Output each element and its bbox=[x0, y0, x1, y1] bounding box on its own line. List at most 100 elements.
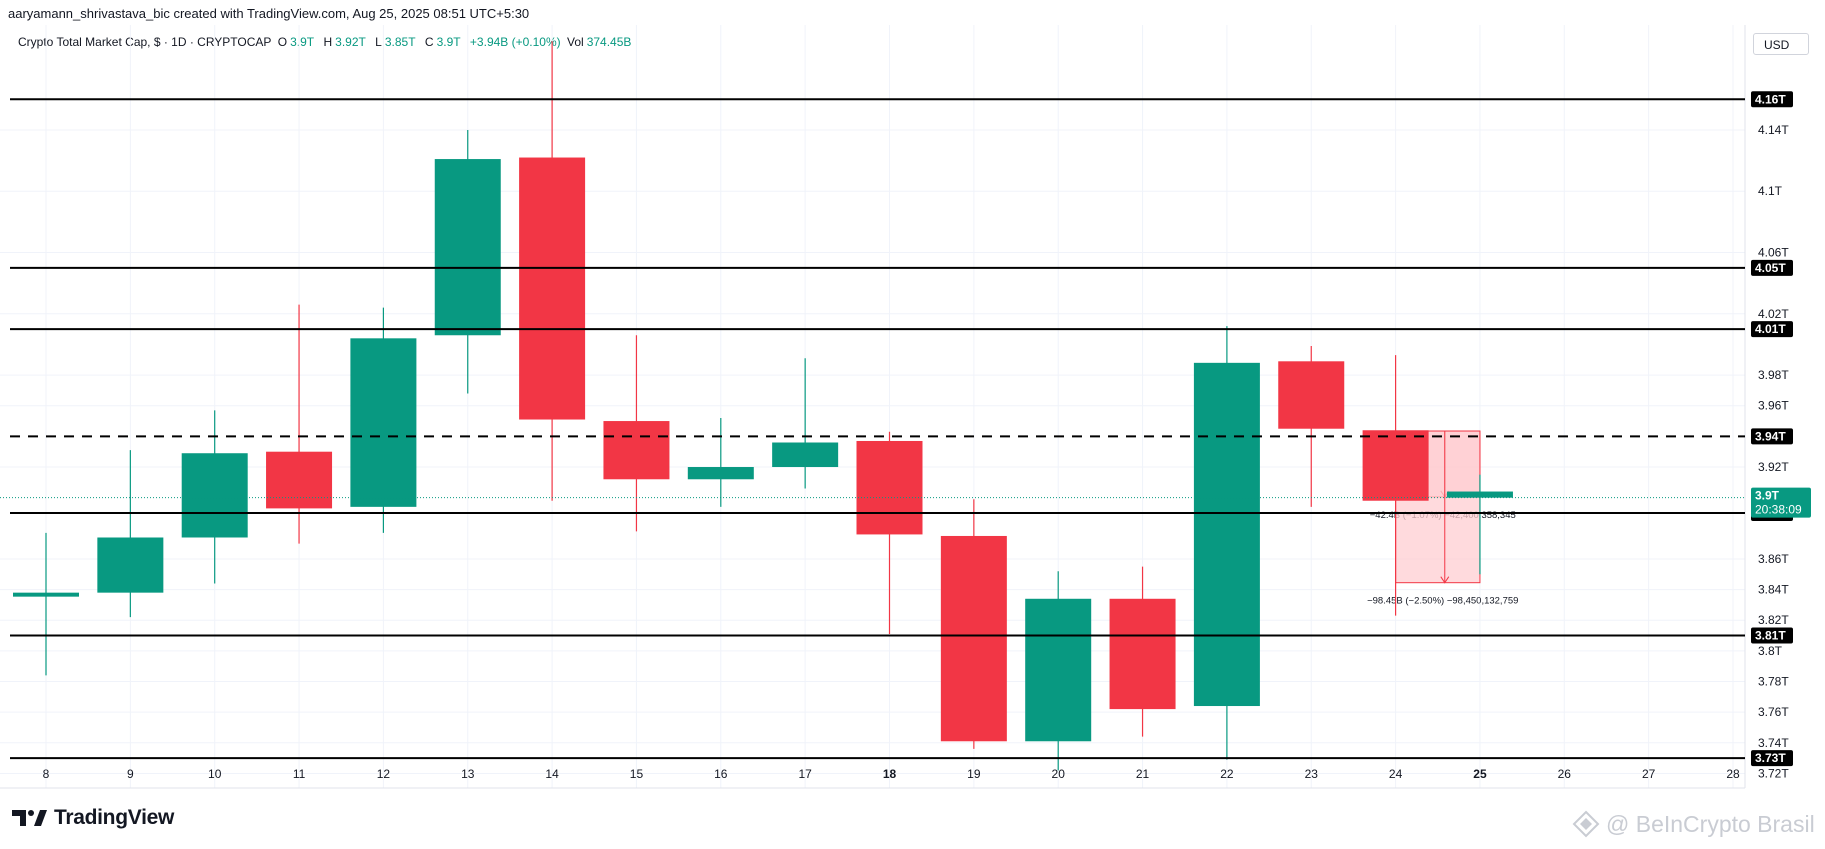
level-price-label: 4.01T bbox=[1755, 322, 1786, 336]
candle-body bbox=[1446, 491, 1513, 498]
measurement-arrow-head bbox=[1440, 576, 1450, 584]
y-tick-label: 3.96T bbox=[1758, 399, 1789, 413]
level-price-tag bbox=[1751, 428, 1793, 445]
candle[interactable] bbox=[350, 307, 417, 533]
level-price-label: 3.81T bbox=[1755, 629, 1786, 643]
candle-body bbox=[1025, 598, 1092, 742]
tradingview-wordmark: TradingView bbox=[54, 806, 175, 829]
x-tick-label: 24 bbox=[1389, 767, 1403, 781]
y-tick-label: 4.1T bbox=[1758, 184, 1783, 198]
candle-body bbox=[940, 535, 1007, 742]
level-price-tag bbox=[1751, 91, 1793, 108]
measurement-label: −98.45B (−2.50%) −98,450,132,759 bbox=[1367, 596, 1518, 607]
x-tick-label: 9 bbox=[127, 767, 134, 781]
candle[interactable] bbox=[1193, 326, 1260, 760]
x-tick-label: 12 bbox=[377, 767, 391, 781]
level-price-tag bbox=[1751, 750, 1793, 767]
candle-body bbox=[603, 421, 670, 480]
x-tick-label: 13 bbox=[461, 767, 475, 781]
close-label: C bbox=[424, 35, 434, 49]
y-tick-label: 3.86T bbox=[1758, 552, 1789, 566]
candle[interactable] bbox=[687, 417, 754, 507]
beincrypto-logo-icon bbox=[1572, 810, 1600, 838]
candle[interactable] bbox=[1362, 355, 1429, 616]
x-tick-label: 8 bbox=[43, 767, 50, 781]
y-tick-label: 3.8T bbox=[1758, 644, 1783, 658]
x-tick-label: 18 bbox=[883, 767, 897, 781]
candle[interactable] bbox=[1025, 571, 1092, 771]
price-axis[interactable]: 4.14T 4.1T 4.06T 4.02T 3.98T 3.96T 3.92T 3.86T 3… bbox=[1758, 123, 1789, 780]
candle-body bbox=[13, 592, 79, 597]
y-tick-label: 4.02T bbox=[1758, 307, 1789, 321]
x-tick-label: 20 bbox=[1052, 767, 1066, 781]
level-price-tag bbox=[1751, 259, 1793, 276]
y-tick-label: 4.14T bbox=[1758, 123, 1789, 137]
candles bbox=[13, 41, 1513, 771]
candle[interactable] bbox=[97, 450, 164, 618]
candle[interactable] bbox=[181, 410, 248, 584]
symbol-legend: Crypto Total Market Cap, $ · 1D · CRYPTO… bbox=[18, 35, 637, 49]
y-tick-label: 3.82T bbox=[1758, 613, 1789, 627]
open-value: 3.9T bbox=[290, 35, 315, 49]
x-tick-label: 14 bbox=[545, 767, 559, 781]
candle-body bbox=[519, 157, 586, 420]
x-tick-label: 11 bbox=[293, 767, 306, 781]
time-axis[interactable]: 8 9 10 11 12 13 14 15 16 17 18 19 20 21 22 23 24 25 26 27 28 bbox=[43, 767, 1740, 781]
candle[interactable] bbox=[1446, 474, 1513, 575]
candle[interactable] bbox=[519, 41, 586, 501]
y-tick-label: 3.72T bbox=[1758, 766, 1789, 780]
candle-body bbox=[1362, 430, 1429, 501]
candle-body bbox=[772, 442, 839, 468]
symbol-name[interactable]: Crypto Total Market Cap, $ · 1D · CRYPTO… bbox=[18, 35, 272, 49]
x-tick-label: 26 bbox=[1558, 767, 1572, 781]
candle-body bbox=[687, 467, 754, 480]
currency-button[interactable]: USD bbox=[1753, 33, 1809, 55]
candle[interactable] bbox=[603, 335, 670, 532]
y-tick-label: 3.78T bbox=[1758, 675, 1789, 689]
candle[interactable] bbox=[434, 129, 501, 394]
level-price-tag bbox=[1751, 321, 1793, 338]
candle[interactable] bbox=[1278, 345, 1345, 507]
y-tick-label: 3.98T bbox=[1758, 368, 1789, 382]
watermark-text: @ BeInCrypto Brasil bbox=[1606, 810, 1815, 837]
y-tick-label: 3.92T bbox=[1758, 460, 1789, 474]
x-tick-label: 15 bbox=[630, 767, 644, 781]
candle-body bbox=[856, 440, 923, 535]
x-tick-label: 28 bbox=[1726, 767, 1740, 781]
x-tick-label: 21 bbox=[1136, 767, 1150, 781]
y-tick-label: 3.76T bbox=[1758, 705, 1789, 719]
beincrypto-watermark: @ BeInCrypto Brasil bbox=[1572, 810, 1815, 838]
x-tick-label: 27 bbox=[1642, 767, 1656, 781]
tradingview-brand[interactable]: TradingView bbox=[12, 806, 174, 830]
last-price-label: 3.9T bbox=[1755, 489, 1780, 503]
candle[interactable] bbox=[940, 499, 1007, 749]
candle-body bbox=[181, 453, 248, 538]
x-tick-label: 19 bbox=[967, 767, 981, 781]
candle[interactable] bbox=[266, 304, 333, 544]
tradingview-logo-icon bbox=[12, 810, 47, 826]
level-price-label: 4.16T bbox=[1755, 92, 1786, 106]
candle-body bbox=[266, 451, 333, 509]
last-price-tag bbox=[1751, 487, 1811, 518]
y-tick-label: 4.06T bbox=[1758, 246, 1789, 260]
level-price-label: 3.94T bbox=[1755, 429, 1786, 443]
candle-body bbox=[97, 537, 164, 593]
x-tick-label: 10 bbox=[208, 767, 222, 781]
candle[interactable] bbox=[856, 431, 923, 635]
bar-countdown: 20:38:09 bbox=[1755, 503, 1802, 517]
candle-body bbox=[1278, 361, 1345, 429]
level-price-tag bbox=[1751, 627, 1793, 644]
x-tick-label: 25 bbox=[1473, 767, 1487, 781]
low-value: 3.85T bbox=[384, 35, 416, 49]
candle[interactable] bbox=[772, 358, 839, 489]
high-label: H bbox=[323, 35, 333, 49]
high-value: 3.92T bbox=[335, 35, 366, 49]
close-value: 3.9T bbox=[436, 35, 461, 49]
level-price-label: 3.73T bbox=[1755, 751, 1786, 765]
horizontal-levels bbox=[0, 98, 1745, 760]
volume-label: Vol bbox=[567, 35, 584, 49]
candle[interactable] bbox=[1109, 566, 1176, 737]
low-label: L bbox=[375, 35, 382, 49]
candle[interactable] bbox=[13, 532, 79, 676]
